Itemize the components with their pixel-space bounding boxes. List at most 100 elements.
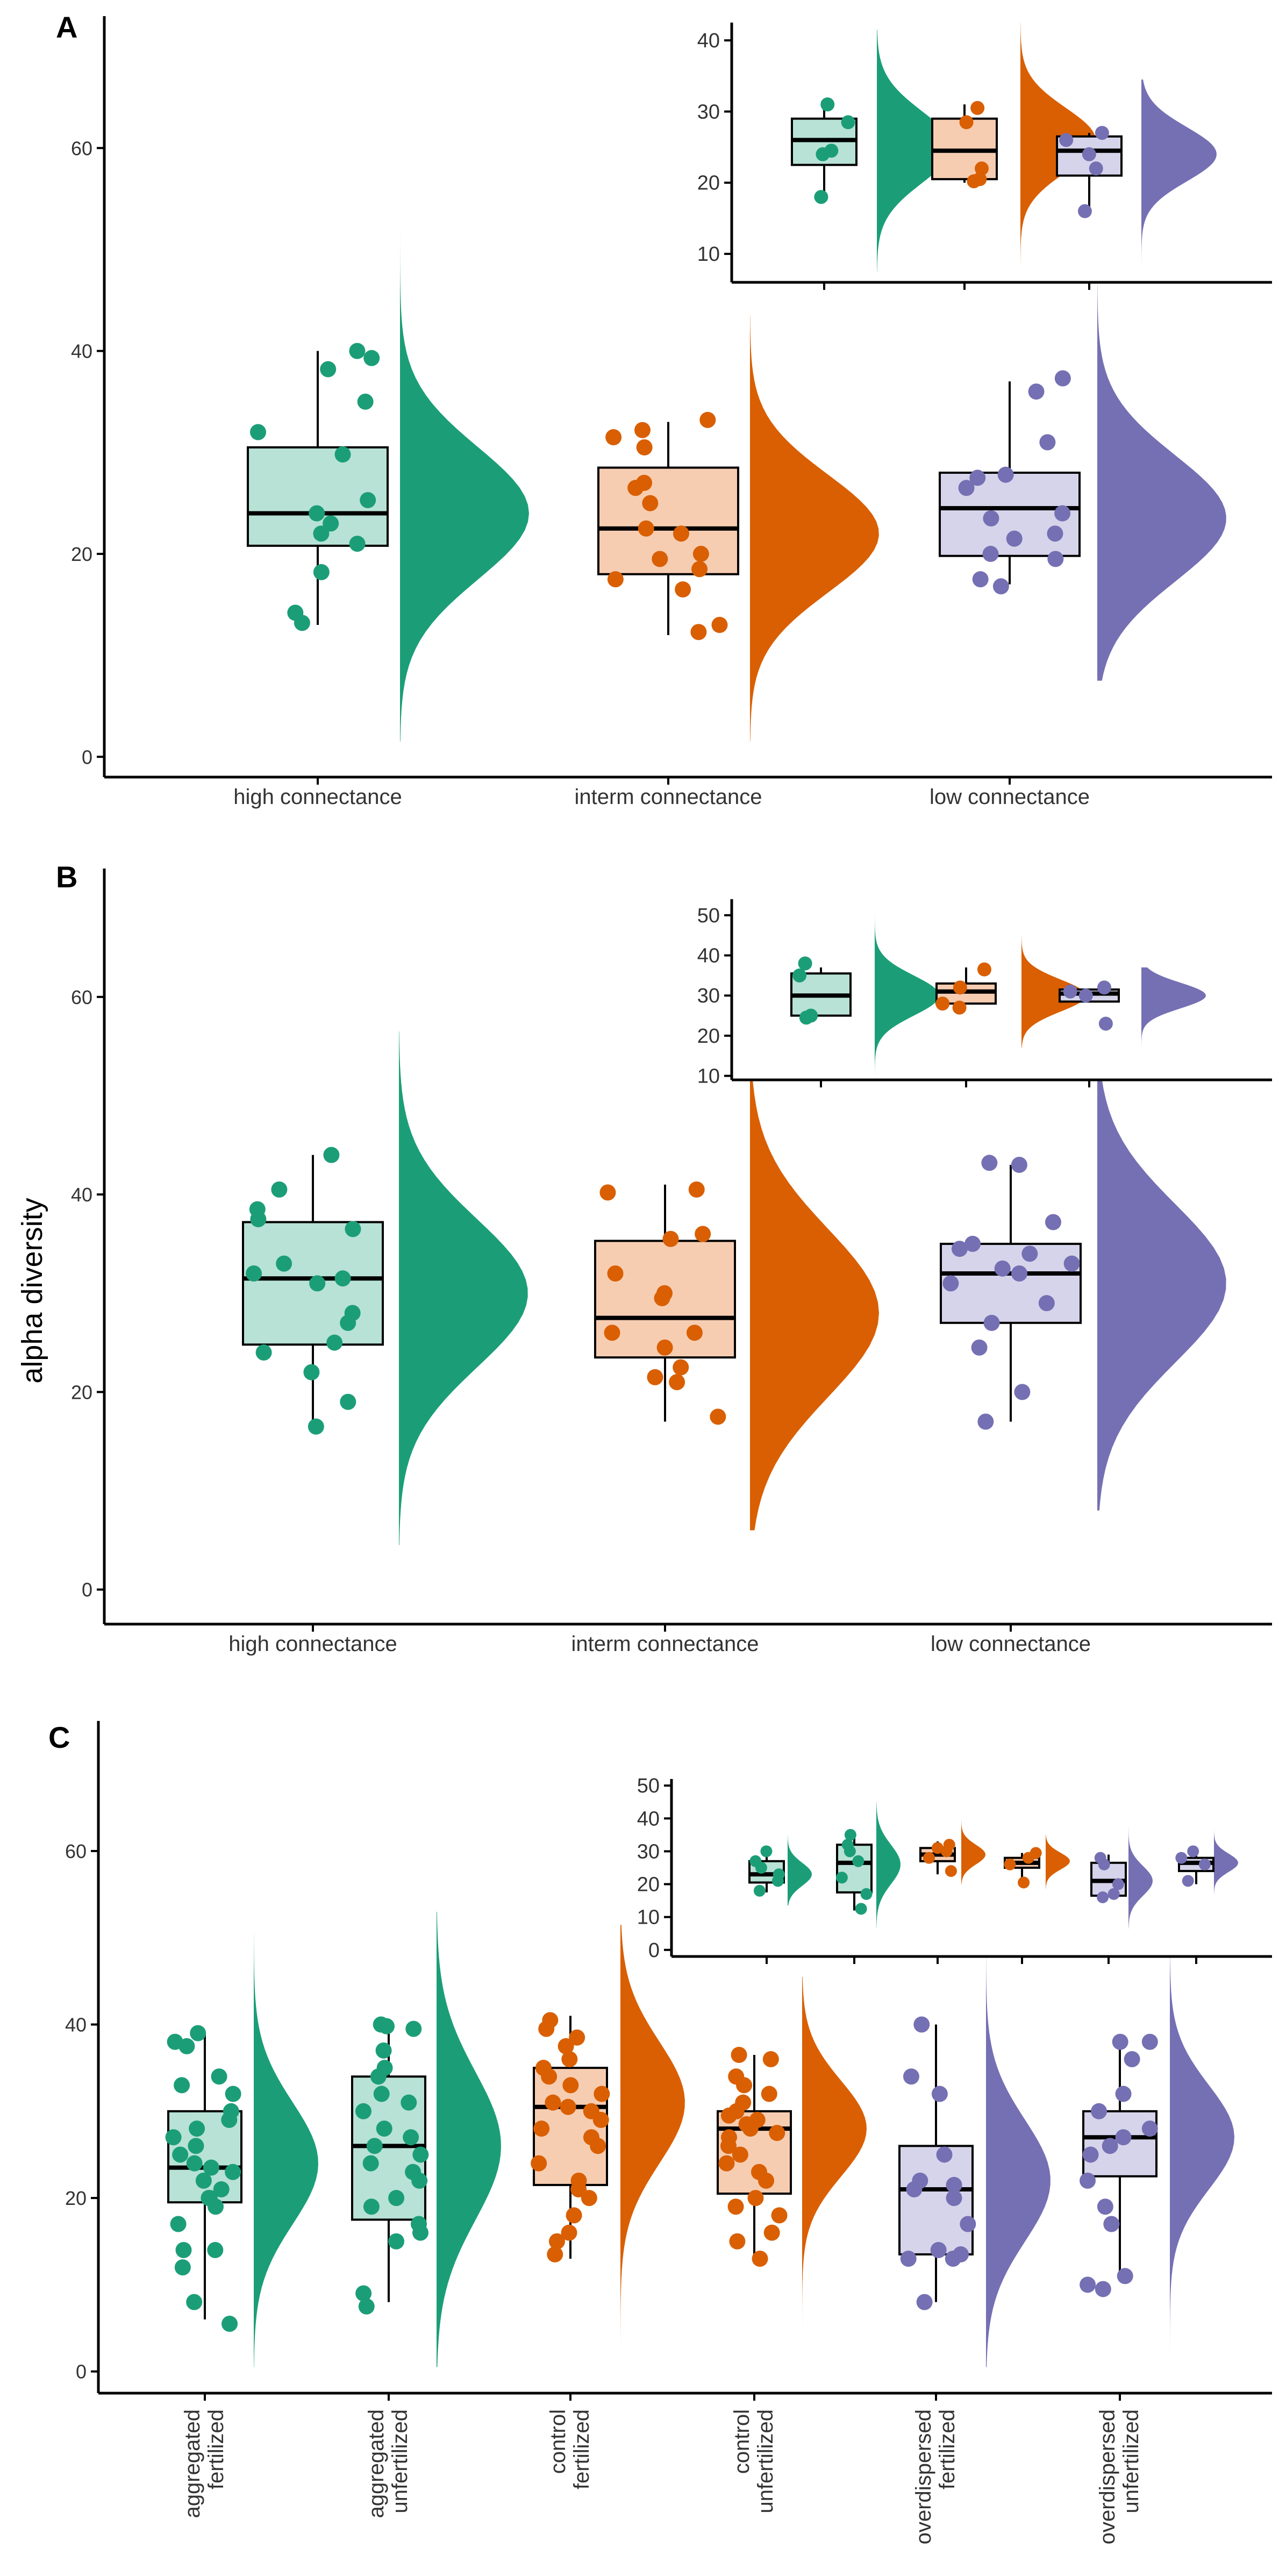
data-point [1117,2268,1133,2285]
data-point [1014,1384,1031,1400]
data-point [375,2042,392,2059]
data-point [1004,1858,1016,1870]
data-point [997,466,1014,483]
category-group [597,315,879,742]
category-group [935,935,1086,1048]
category-group [594,878,879,1531]
data-point [792,968,807,983]
data-point [699,411,716,428]
category-group [531,1925,685,2346]
data-point [946,2176,962,2193]
category-group [247,234,529,742]
data-point [1097,1891,1109,1903]
data-point [763,2224,780,2241]
data-point [820,97,835,112]
data-point [213,2181,230,2197]
data-point [412,2224,428,2241]
data-point [1077,204,1092,218]
data-point [320,361,337,378]
y-tick-label: 60 [71,986,92,1008]
data-point [1063,984,1077,999]
density-slab [1046,1834,1070,1889]
x-tick-label: control [546,2409,570,2474]
data-point [931,2086,948,2102]
y-tick-label: 0 [648,1939,660,1962]
data-point [771,2207,788,2224]
data-point [970,101,985,115]
data-point [981,1155,998,1171]
data-point [412,2146,429,2163]
data-point [313,525,330,542]
panel-a: A 0 20 40 60 high connectance interm connecta… [56,10,1272,809]
data-point [1047,525,1063,542]
data-point [313,564,330,580]
data-point [340,1314,356,1331]
category-group [791,30,952,272]
data-point [753,1884,766,1897]
y-tick-label: 30 [697,985,720,1007]
data-point [345,1221,361,1237]
density-slab [877,30,952,272]
data-point [323,1147,340,1163]
data-point [627,480,644,496]
y-tick-label: 40 [697,945,720,967]
data-point [983,510,999,526]
data-point [1054,370,1071,387]
data-point [940,1845,953,1858]
data-point [276,1255,292,1272]
density-slab [437,1911,501,2367]
data-point [798,956,812,971]
data-point [334,446,351,463]
data-point [1107,1888,1120,1900]
data-point [710,1408,726,1425]
data-point [547,2246,563,2262]
data-point [752,2251,768,2267]
main-plot: 0 20 40 60 high connectance interm connectanc… [71,869,1272,1656]
data-point [835,1871,848,1884]
y-tick-label: 30 [697,101,720,123]
data-point [581,2190,597,2207]
data-point [673,525,689,542]
data-point [945,2251,961,2267]
category-group [1080,1942,1234,2359]
data-point [1098,1016,1113,1031]
data-point [964,1235,981,1252]
data-point [349,536,366,552]
data-point [1047,551,1064,567]
data-point [971,1339,988,1356]
y-tick-label: 20 [697,172,720,195]
data-point [355,2285,372,2302]
data-point [548,2233,565,2250]
category-group [835,1802,901,1929]
x-tick-label: overdispersed [1096,2409,1119,2544]
y-tick-label: 40 [65,2014,87,2036]
data-point [935,997,950,1011]
data-point [959,115,974,130]
data-point [982,545,999,562]
data-point [208,2198,224,2215]
data-point [308,1418,324,1435]
data-point [732,2146,748,2163]
data-point [720,2107,737,2124]
data-point [903,2068,919,2085]
data-point [972,571,989,588]
data-point [566,2207,582,2224]
data-point [190,2025,206,2041]
data-point [692,545,709,562]
data-point [952,1000,967,1015]
data-point [1102,2138,1118,2154]
data-point [1063,1255,1080,1272]
data-point [771,1875,784,1887]
data-point [652,551,668,567]
data-point [1115,2086,1132,2102]
category-group [790,907,939,1076]
data-point [642,495,659,511]
category-group [1090,1826,1153,1929]
data-point [1097,980,1111,995]
data-point [607,571,624,588]
x-tick-label: fertilized [935,2409,959,2489]
x-tick-label: unfertilized [1119,2409,1143,2513]
x-tick-label: fertilized [570,2409,594,2489]
